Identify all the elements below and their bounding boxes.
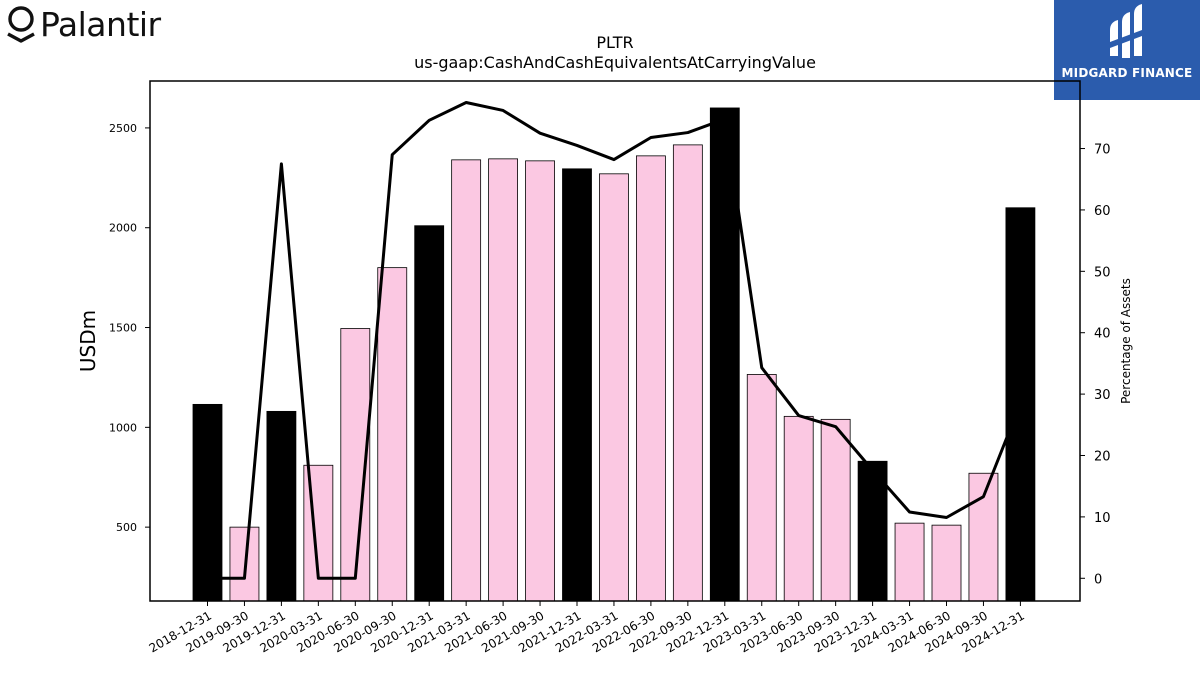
bar (746, 374, 777, 602)
y2-tick-label: 70 (1094, 143, 1111, 158)
chart-subtitle: us-gaap:CashAndCashEquivalentsAtCarrying… (414, 53, 816, 72)
bar (636, 155, 666, 602)
y2-axis-label: Percentage of Assets (1119, 278, 1133, 404)
y2-tick-label: 10 (1094, 511, 1111, 526)
bar (894, 522, 925, 602)
plot-frame (149, 80, 1081, 602)
bar (931, 524, 962, 602)
bar (303, 464, 334, 602)
percentage-line (207, 100, 1022, 580)
bar (820, 418, 851, 602)
bar (488, 158, 519, 602)
y-tick-label: 2000 (109, 222, 137, 235)
y-tick-label: 2500 (109, 122, 137, 135)
y2-tick-label: 50 (1094, 265, 1111, 280)
bar (562, 168, 592, 602)
y-axis-label: USDm (76, 310, 100, 372)
bar (414, 225, 445, 602)
bar (266, 410, 297, 602)
y-tick-label: 500 (116, 521, 137, 534)
y2-tick-label: 30 (1094, 388, 1111, 403)
y2-tick-label: 40 (1094, 327, 1111, 342)
chart-title: PLTR (596, 33, 633, 52)
y-tick-label: 1000 (109, 421, 137, 434)
midgard-finance-badge: MIDGARD FINANCE (1054, 0, 1200, 100)
bar (525, 160, 555, 602)
bar (451, 159, 482, 602)
y2-tick-label: 60 (1094, 204, 1111, 219)
bar (192, 403, 223, 602)
palantir-logo-icon (7, 5, 35, 43)
bar (672, 144, 703, 602)
y2-tick-label: 20 (1094, 449, 1111, 464)
bar (968, 472, 999, 602)
brand-name: Palantir (40, 5, 161, 44)
palantir-logo: Palantir (6, 5, 161, 44)
bar (783, 415, 814, 602)
bar (857, 460, 888, 602)
bar (377, 267, 408, 602)
midgard-logo-icon (1110, 4, 1142, 58)
y-tick-label: 1500 (109, 322, 137, 335)
bar (599, 173, 629, 602)
y2-tick-label: 0 (1094, 572, 1102, 587)
badge-text: MIDGARD FINANCE (1061, 66, 1193, 80)
